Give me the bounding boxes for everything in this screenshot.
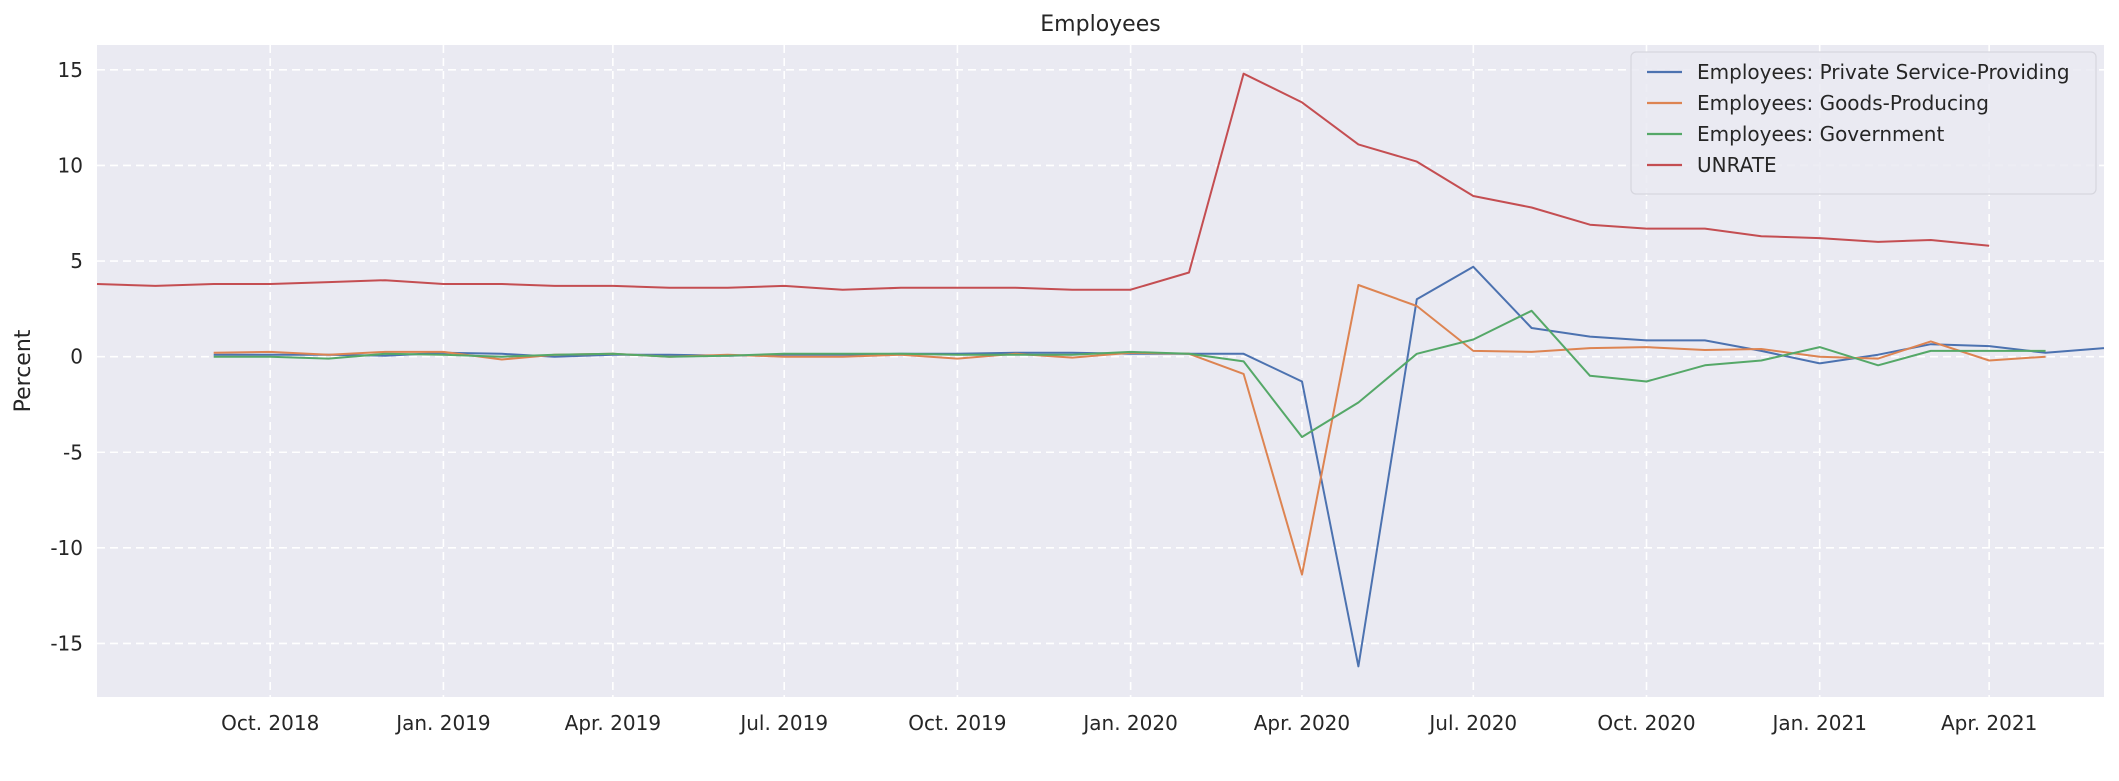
x-tick-label: Oct. 2018 <box>221 711 319 735</box>
legend-box <box>1630 51 2097 195</box>
y-tick-label: 15 <box>58 58 83 82</box>
x-tick-label: Oct. 2019 <box>908 711 1006 735</box>
legend-label: UNRATE <box>1697 153 1777 177</box>
y-tick-labels: 15 10 5 0 -5 -10 -15 <box>50 58 83 656</box>
series-lines <box>96 72 2105 668</box>
legend-label: Employees: Government <box>1697 122 1944 146</box>
series-line <box>96 72 1990 291</box>
x-tick-label: Jul. 2020 <box>1427 711 1517 735</box>
series-line <box>213 309 2046 438</box>
x-tick-label: Jul. 2019 <box>738 711 828 735</box>
x-tick-label: Apr. 2020 <box>1254 711 1350 735</box>
x-tick-label: Jan. 2021 <box>1770 711 1866 735</box>
legend-label: Employees: Private Service-Providing <box>1697 60 2070 84</box>
y-tick-label: -15 <box>50 631 83 655</box>
x-tick-label: Apr. 2021 <box>1941 711 2037 735</box>
x-tick-label: Oct. 2020 <box>1597 711 1695 735</box>
x-tick-label: Jan. 2020 <box>1081 711 1177 735</box>
y-tick-label: 5 <box>70 249 83 273</box>
x-tick-label: Apr. 2019 <box>565 711 661 735</box>
legend-label: Employees: Goods-Producing <box>1697 91 1989 115</box>
y-tick-label: -10 <box>50 536 83 560</box>
y-axis-label: Percent <box>11 329 36 412</box>
y-tick-label: -5 <box>63 440 83 464</box>
x-tick-labels: Oct. 2018 Jan. 2019 Apr. 2019 Jul. 2019 Oct.… <box>221 711 2037 735</box>
x-tick-label: Jan. 2019 <box>394 711 490 735</box>
legend: Employees: Private Service-Providing Empl… <box>1630 51 2097 195</box>
y-tick-label: 10 <box>58 153 83 177</box>
chart-title: Employees <box>1040 12 1160 37</box>
y-tick-label: 0 <box>70 345 83 369</box>
